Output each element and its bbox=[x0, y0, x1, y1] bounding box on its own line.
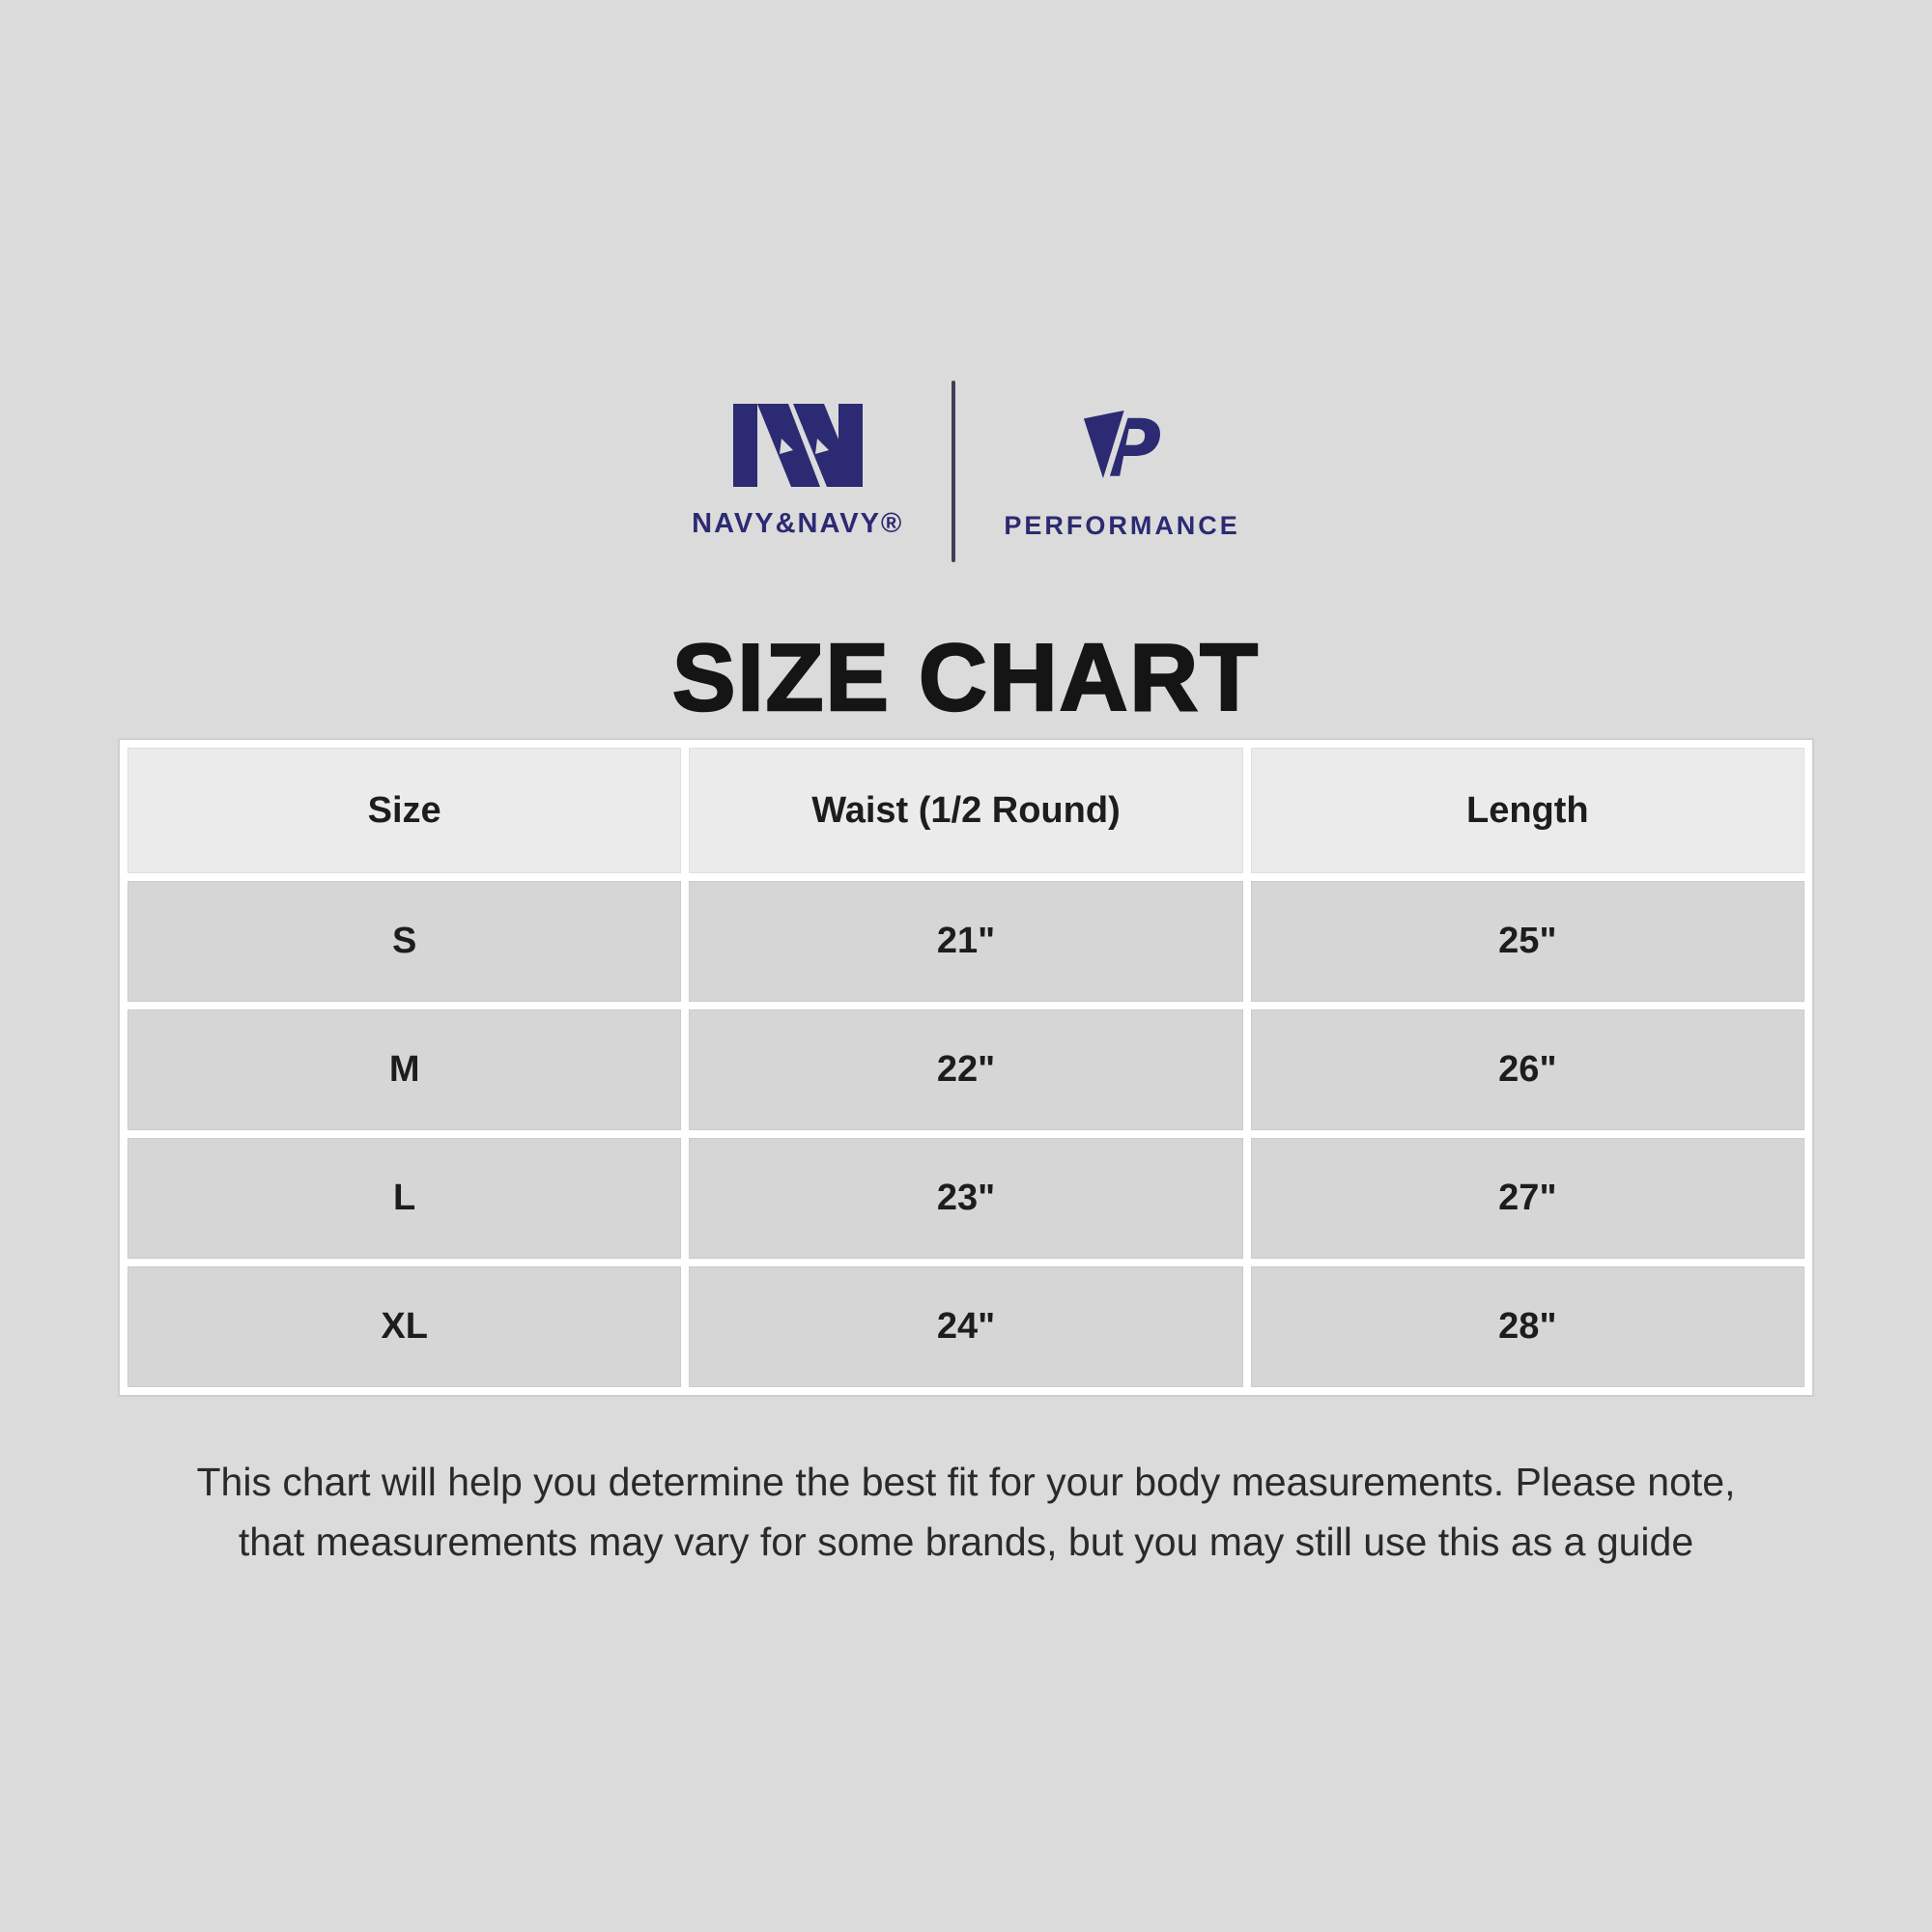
row-l-size: L bbox=[128, 1138, 682, 1259]
row-s-size: S bbox=[128, 881, 682, 1002]
brand-performance: P PERFORMANCE bbox=[1004, 403, 1240, 541]
row-m-size: M bbox=[128, 1009, 682, 1130]
row-m-length: 26" bbox=[1250, 1009, 1804, 1130]
row-xl-length: 28" bbox=[1250, 1266, 1804, 1387]
column-header-size: Size bbox=[128, 748, 682, 873]
navy-navy-logo-icon bbox=[732, 403, 863, 487]
column-header-waist: Waist (1/2 Round) bbox=[689, 748, 1243, 873]
footer-note-line-2: that measurements may vary for some bran… bbox=[238, 1519, 1694, 1564]
footer-note-line-1: This chart will help you determine the b… bbox=[196, 1460, 1736, 1504]
row-l-length: 27" bbox=[1250, 1138, 1804, 1259]
brand-lockup: NAVY&NAVY® P PERFORMANCE bbox=[0, 0, 1932, 566]
performance-logo-icon: P bbox=[1076, 403, 1161, 490]
row-s-length: 25" bbox=[1250, 881, 1804, 1002]
row-m-waist: 22" bbox=[689, 1009, 1243, 1130]
row-l-waist: 23" bbox=[689, 1138, 1243, 1259]
footer-note: This chart will help you determine the b… bbox=[116, 1453, 1816, 1572]
size-table: Size Waist (1/2 Round) Length S 21" 25" … bbox=[118, 738, 1814, 1397]
row-xl-size: XL bbox=[128, 1266, 682, 1387]
row-xl-waist: 24" bbox=[689, 1266, 1243, 1387]
column-header-length: Length bbox=[1250, 748, 1804, 873]
brand-navy-navy-label: NAVY&NAVY® bbox=[692, 507, 904, 539]
brand-divider bbox=[952, 381, 956, 562]
brand-performance-label: PERFORMANCE bbox=[1004, 510, 1240, 540]
brand-navy-navy: NAVY&NAVY® bbox=[692, 403, 904, 540]
page-title: SIZE CHART bbox=[671, 624, 1260, 730]
row-s-waist: 21" bbox=[689, 881, 1243, 1002]
